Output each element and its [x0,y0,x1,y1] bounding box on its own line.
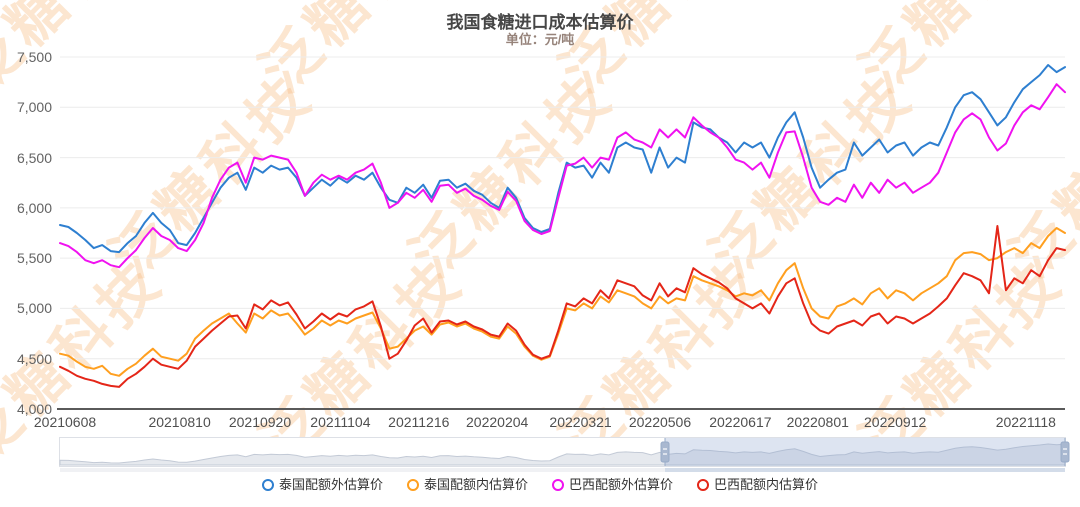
x-axis-label: 20220912 [863,414,927,430]
y-axis-label: 5,000 [16,300,52,317]
y-axis-label: 4,500 [16,350,52,367]
datazoom-track[interactable] [60,468,1065,472]
y-axis-label: 5,500 [16,250,52,267]
x-axis-label: 20211216 [388,414,450,430]
x-axis-label: 20210608 [33,414,97,430]
legend-marker-circle-icon [552,479,564,491]
x-axis-label: 20210920 [228,414,292,430]
y-axis-label: 7,500 [16,49,52,65]
legend: 泰国配额外估算价 泰国配额内估算价 巴西配额外估算价 巴西配额内估算价 [0,474,1080,496]
legend-item-brazil-in-quota[interactable]: 巴西配额内估算价 [697,477,818,493]
y-axis-label: 4,000 [16,401,52,417]
series-line-thailand-out-quota [59,64,1066,254]
chart-subtitle: 单位：元/吨 [505,32,575,47]
datazoom-handle-right[interactable] [1060,441,1070,463]
x-axis-label: 20220801 [786,414,849,430]
legend-label: 泰国配额外估算价 [278,477,383,492]
legend-label: 巴西配额外估算价 [569,477,674,492]
y-axis-label: 6,000 [16,199,52,216]
legend-item-thailand-in-quota[interactable]: 泰国配额内估算价 [406,477,528,493]
datazoom-window[interactable] [665,438,1065,466]
legend-marker-circle-icon [261,479,274,491]
x-axis-label: 20210810 [148,414,211,430]
x-axis-label: 20211104 [310,414,371,430]
series-line-thailand-in-quota [59,227,1066,377]
datazoom-track-selected[interactable] [665,468,1065,472]
x-axis-label: 20220617 [709,414,772,430]
x-axis-label: 20220204 [466,414,529,430]
y-axis-label: 7,000 [16,99,52,116]
legend-item-thailand-out-quota[interactable]: 泰国配额外估算价 [261,477,383,493]
x-axis-label: 20220506 [628,414,692,430]
legend-label: 泰国配额内估算价 [423,477,528,492]
legend-marker-circle-icon [697,479,710,491]
datazoom-slider[interactable] [59,437,1070,473]
legend-label: 巴西配额内估算价 [714,477,819,492]
x-axis-label: 20220321 [549,414,612,430]
datazoom-handle-left[interactable] [660,441,670,463]
grid-lines [60,56,1065,360]
legend-marker-circle-icon [406,479,419,491]
y-axis-label: 6,500 [16,149,52,166]
datazoom-shadow [59,443,1066,466]
series-line-brazil-out-quota [59,83,1066,269]
series-line-brazil-in-quota [59,225,1066,388]
legend-item-brazil-out-quota[interactable]: 巴西配额外估算价 [552,477,673,493]
x-axis-label: 20221118 [995,414,1056,430]
chart-title: 我国食糖进口成本估算价 [446,13,634,32]
